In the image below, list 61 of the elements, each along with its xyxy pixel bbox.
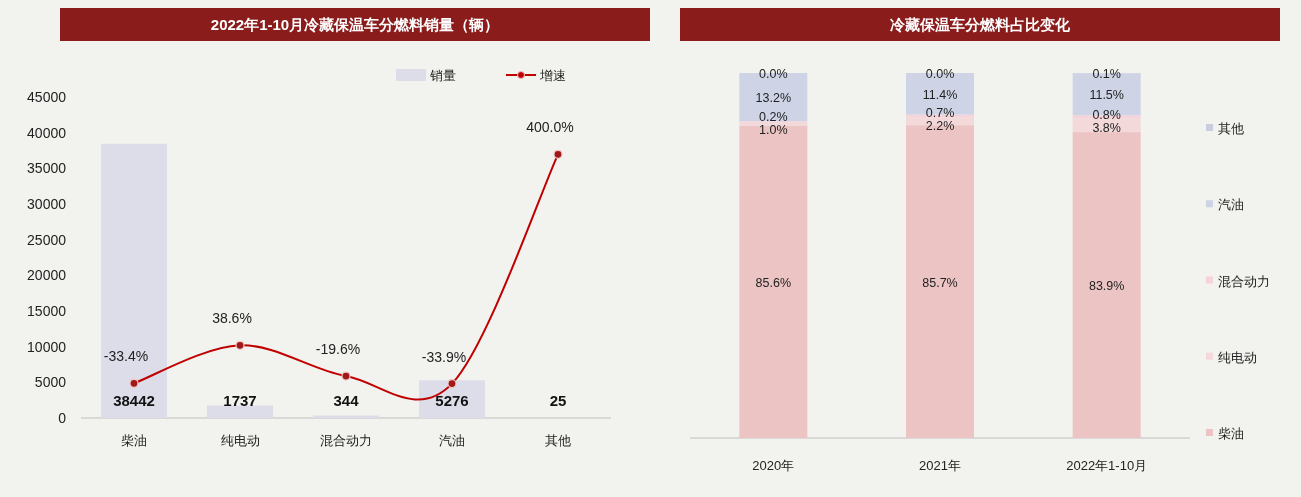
bar — [101, 143, 167, 418]
data-label: 85.6% — [755, 275, 792, 290]
legend-label: 其他 — [1218, 121, 1244, 136]
bar — [739, 125, 808, 438]
data-label: 0.2% — [759, 110, 788, 125]
legend-label: 混合动力 — [1218, 273, 1270, 289]
y-tick-label: 0 — [58, 410, 67, 426]
data-label: -19.6% — [315, 341, 361, 358]
x-tick-label: 其他 — [545, 433, 571, 448]
data-label: 38.6% — [212, 310, 252, 327]
y-tick-label: 45000 — [27, 89, 67, 105]
y-tick-label: 20000 — [27, 267, 67, 284]
y-tick-label: 5000 — [34, 374, 67, 391]
y-tick-label: 25000 — [27, 231, 67, 248]
point — [341, 371, 351, 381]
data-label: 11.4% — [922, 87, 958, 102]
x-tick-label: 2020年 — [752, 458, 795, 473]
y-tick-label: 30000 — [27, 196, 67, 212]
data-label: 5276 — [435, 392, 469, 409]
bar — [739, 121, 808, 126]
data-label: 0.7% — [925, 106, 955, 121]
point — [235, 340, 245, 350]
x-tick-label: 2022年1-10月 — [1066, 458, 1148, 473]
data-label: 3.8% — [1092, 121, 1121, 136]
data-label: -33.4% — [103, 348, 149, 365]
y-tick-label: 15000 — [27, 303, 67, 319]
point — [129, 378, 139, 388]
x-tick-label: 柴油 — [121, 433, 147, 448]
y-tick-label: 40000 — [27, 124, 67, 141]
point — [553, 149, 563, 159]
y-tick-label: 10000 — [27, 338, 67, 355]
legend-label: 销量 — [429, 68, 456, 83]
x-tick-label: 纯电动 — [220, 433, 260, 448]
data-label: 400.0% — [526, 119, 574, 136]
x-tick-label: 2021年 — [919, 458, 961, 473]
legend-label: 增速 — [539, 68, 566, 83]
data-label: 1737 — [223, 392, 257, 409]
bar — [207, 405, 273, 418]
data-label: -33.9% — [421, 348, 467, 365]
data-label: 0.0% — [759, 67, 788, 81]
legend-label: 纯电动 — [1218, 349, 1257, 365]
data-label: 1.0% — [759, 123, 788, 138]
chart-title: 2022年1-10月冷藏保温车分燃料销量（辆） — [210, 16, 500, 33]
y-tick-label: 35000 — [27, 160, 67, 177]
data-label: 25 — [549, 392, 567, 409]
bar — [1072, 132, 1141, 438]
data-label: 0.1% — [1092, 67, 1121, 82]
data-label: 0.0% — [925, 67, 955, 81]
data-label: 38442 — [113, 392, 155, 409]
data-label: 0.8% — [1092, 108, 1121, 123]
chart-title: 冷藏保温车分燃料占比变化 — [890, 16, 1071, 33]
data-label: 83.9% — [1088, 279, 1125, 294]
data-label: 85.7% — [922, 275, 958, 290]
x-tick-label: 混合动力 — [320, 433, 372, 448]
data-label: 344 — [333, 392, 360, 409]
point — [447, 379, 457, 389]
legend-label: 汽油 — [1218, 197, 1244, 213]
data-label: 2.2% — [925, 119, 955, 134]
data-label: 13.2% — [755, 91, 792, 106]
data-label: 11.5% — [1089, 88, 1124, 103]
x-tick-label: 汽油 — [439, 433, 465, 448]
